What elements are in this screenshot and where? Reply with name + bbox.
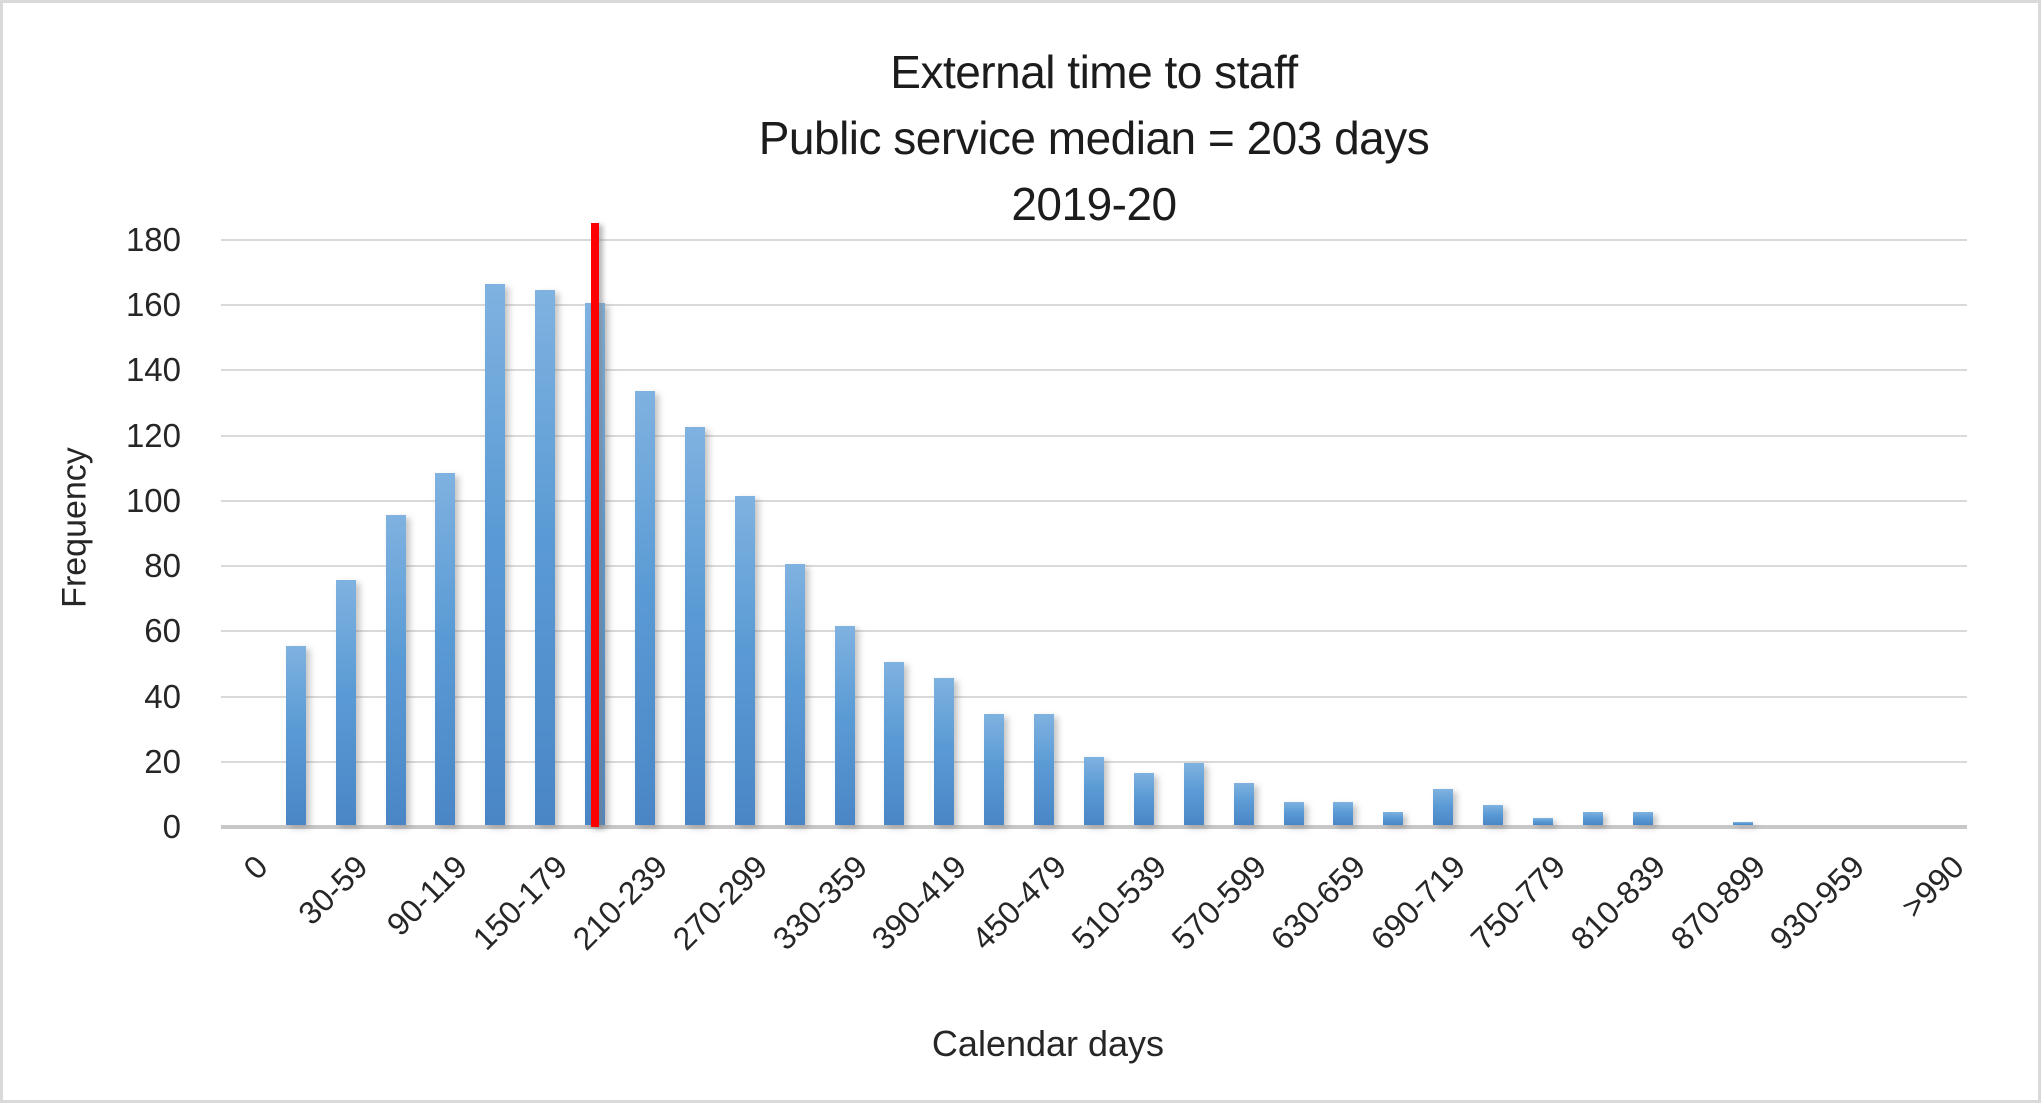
bar-bin-6 [485, 284, 505, 825]
gridline-y-100 [221, 499, 1967, 502]
bar-bin-14 [884, 662, 904, 825]
bar-510-539 [1134, 773, 1154, 825]
bar-270-299 [735, 496, 755, 825]
bar-bin-2 [286, 646, 306, 825]
x-tick-label-270-299: 270-299 [665, 848, 774, 957]
y-tick-label-180: 180 [125, 221, 181, 258]
bar-750-779 [1533, 818, 1553, 825]
x-tick-label-150-179: 150-179 [465, 848, 574, 957]
x-tick-label-450-479: 450-479 [964, 848, 1073, 957]
chart-title: External time to staff Public service me… [221, 39, 1967, 237]
bar-450-479 [1034, 714, 1054, 825]
x-tick-label-90-119: 90-119 [379, 848, 474, 943]
x-axis-line [221, 825, 1967, 829]
x-tick-label-510-539: 510-539 [1064, 848, 1173, 957]
bar-210-239 [635, 391, 655, 825]
x-tick-label-930-959: 930-959 [1762, 848, 1871, 957]
x-tick-label-210-239: 210-239 [565, 848, 674, 957]
bar-bin-4 [386, 515, 406, 825]
x-tick-label-390-419: 390-419 [864, 848, 973, 957]
bar-bin-28 [1583, 812, 1603, 825]
y-tick-label-100: 100 [125, 482, 181, 519]
x-tick-label-750-779: 750-779 [1463, 848, 1572, 957]
gridline-y-60 [221, 630, 1967, 633]
bar-bin-22 [1284, 802, 1304, 825]
gridline-y-140 [221, 369, 1967, 372]
gridline-y-120 [221, 434, 1967, 437]
y-tick-label-0: 0 [162, 808, 181, 845]
bar-bin-18 [1084, 757, 1104, 825]
y-tick-label-80: 80 [144, 547, 181, 584]
bar-bin-10 [685, 427, 705, 825]
x-tick-label-630-659: 630-659 [1263, 848, 1372, 957]
gridline-y-80 [221, 565, 1967, 568]
bar-570-599 [1234, 783, 1254, 825]
bar-810-839 [1633, 812, 1653, 825]
x-tick-label-870-899: 870-899 [1663, 848, 1772, 957]
y-axis-title: Frequency [55, 447, 94, 608]
x-axis-title: Calendar days [931, 1023, 1165, 1064]
bar-bin-12 [785, 564, 805, 825]
y-tick-label-20: 20 [144, 743, 181, 780]
bar-90-119 [435, 473, 455, 825]
chart-title-line-3: 2019-20 [1011, 178, 1177, 230]
y-tick-label-140: 140 [125, 351, 181, 388]
bar-150-179 [535, 290, 555, 825]
x-tick-label-690-719: 690-719 [1363, 848, 1472, 957]
bar-bin-24 [1383, 812, 1403, 825]
y-tick-label-160: 160 [125, 286, 181, 323]
gridline-y-160 [221, 304, 1967, 307]
x-tick-label-30-59: 30-59 [291, 848, 375, 932]
gridline-y-180 [221, 239, 1967, 241]
bar-390-419 [934, 678, 954, 825]
y-tick-label-60: 60 [144, 612, 181, 649]
x-tick-label-330-359: 330-359 [765, 848, 874, 957]
x-tick-label->990: >990 [1894, 848, 1971, 925]
x-tick-label-570-599: 570-599 [1164, 848, 1273, 957]
bar-bin-26 [1483, 805, 1503, 825]
y-tick-label-120: 120 [125, 417, 181, 454]
y-tick-label-40: 40 [144, 678, 181, 715]
bar-bin-16 [984, 714, 1004, 825]
bar-870-899 [1733, 822, 1753, 825]
bar-30-59 [336, 580, 356, 825]
bar-330-359 [835, 626, 855, 825]
bar-690-719 [1433, 789, 1453, 825]
x-tick-label-810-839: 810-839 [1563, 848, 1672, 957]
x-tick-label-0: 0 [236, 848, 275, 887]
chart-title-line-1: External time to staff [890, 46, 1298, 98]
bar-bin-20 [1184, 763, 1204, 825]
median-line [591, 223, 599, 827]
gridline-y-40 [221, 695, 1967, 698]
chart-title-line-2: Public service median = 203 days [758, 112, 1430, 164]
bar-630-659 [1333, 802, 1353, 825]
